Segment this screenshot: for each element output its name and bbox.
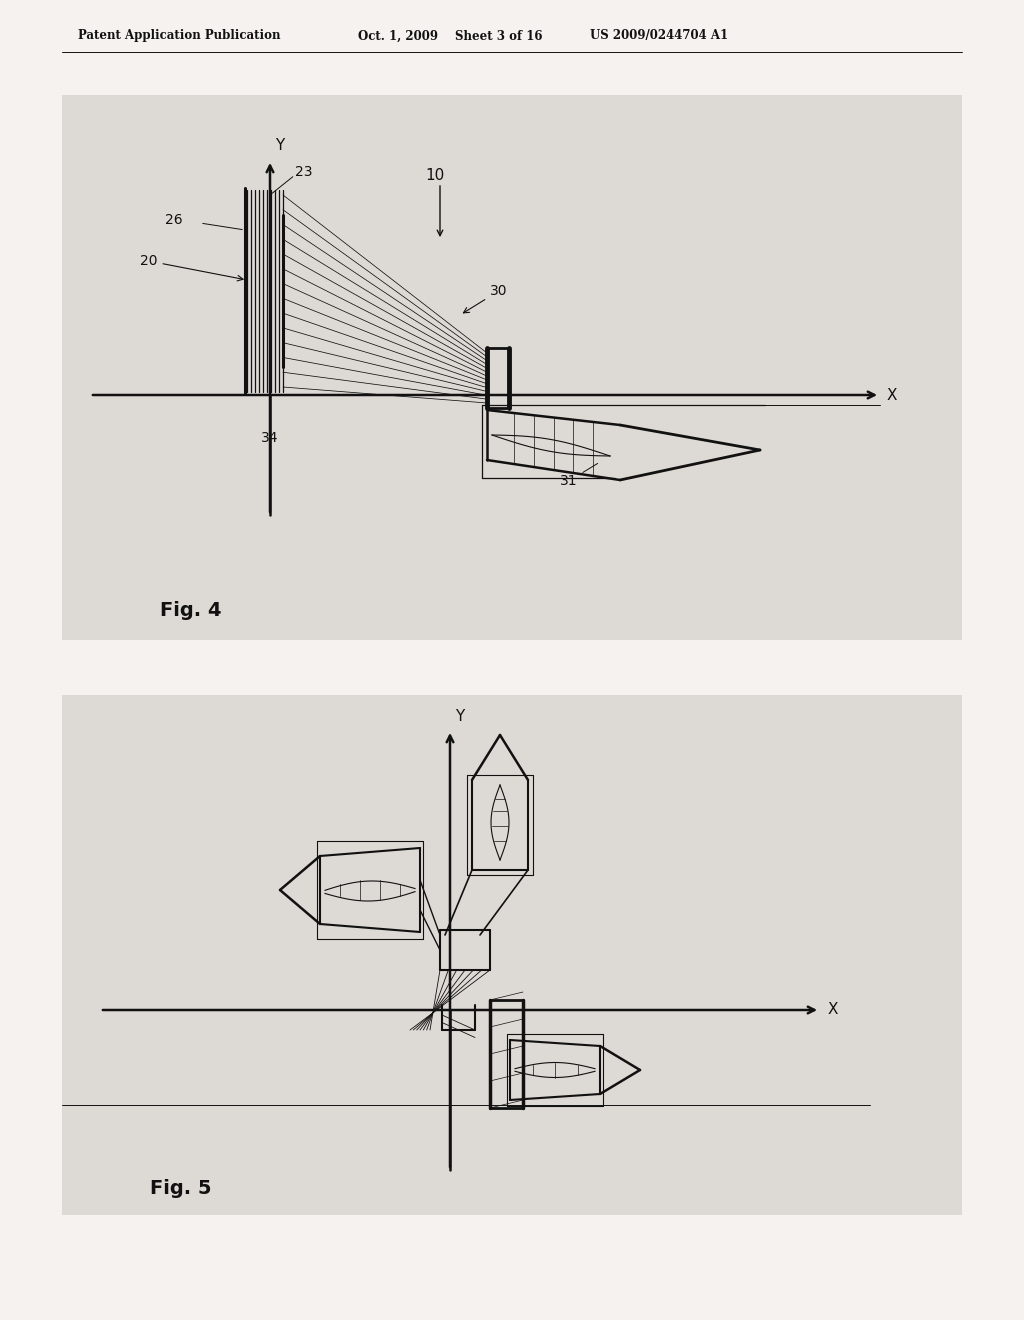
Text: Y: Y — [275, 139, 285, 153]
Text: 10: 10 — [425, 168, 444, 182]
Text: Fig. 4: Fig. 4 — [160, 601, 221, 619]
Text: X: X — [887, 388, 897, 403]
Text: US 2009/0244704 A1: US 2009/0244704 A1 — [590, 29, 728, 42]
Text: Patent Application Publication: Patent Application Publication — [78, 29, 281, 42]
Bar — [62, 696, 962, 1214]
Text: Fig. 5: Fig. 5 — [150, 1179, 212, 1197]
Text: X: X — [828, 1002, 839, 1018]
Text: 30: 30 — [464, 284, 508, 313]
Bar — [62, 95, 962, 640]
Text: 26: 26 — [165, 213, 182, 227]
Text: 34: 34 — [261, 432, 279, 445]
Text: Y: Y — [455, 709, 464, 723]
Text: Oct. 1, 2009: Oct. 1, 2009 — [358, 29, 438, 42]
Text: Sheet 3 of 16: Sheet 3 of 16 — [455, 29, 543, 42]
Text: 23: 23 — [295, 165, 312, 180]
Text: 31: 31 — [560, 463, 598, 488]
Text: 20: 20 — [140, 253, 243, 281]
